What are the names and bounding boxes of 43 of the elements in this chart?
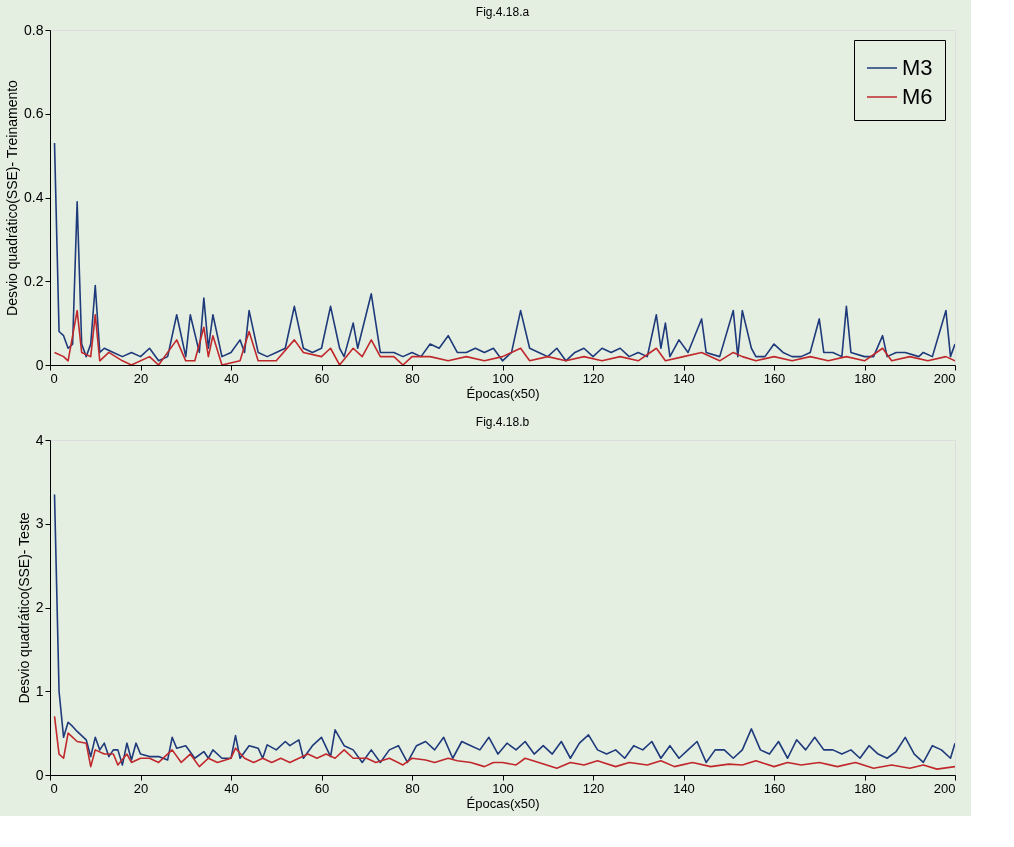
x-tick-label: 60 (314, 780, 330, 796)
x-tick-label: 40 (224, 370, 239, 386)
x-tick-label: 140 (673, 780, 695, 796)
x-tick-label: 20 (133, 370, 149, 386)
x-tick-label: 200 (933, 780, 956, 796)
x-tick-label: 80 (405, 370, 420, 386)
y-tick-label: 0.8 (24, 21, 44, 38)
x-tick-label: 0 (50, 370, 58, 386)
y-axis-title: Desvio quadrático(SSE)- Treinamento (4, 79, 21, 316)
y-tick-label: 1 (35, 682, 44, 699)
x-tick-label: 120 (582, 780, 605, 796)
x-tick-label: 120 (582, 370, 605, 386)
x-axis-title: Épocas(x50) (466, 795, 540, 811)
y-tick-label: 0.6 (24, 105, 44, 122)
chart-title: Fig.4.18.b (475, 415, 530, 429)
x-tick-label: 140 (673, 370, 695, 386)
x-axis-title: Épocas(x50) (466, 385, 540, 401)
y-tick-label: 0 (35, 356, 44, 373)
y-axis-title: Desvio quadrático(SSE)- Teste (15, 512, 32, 704)
y-tick-label: 3 (35, 515, 44, 532)
y-tick-label: 0.2 (24, 272, 44, 289)
line-series (53, 142, 955, 362)
x-tick-label: 200 (933, 370, 956, 386)
line-series (53, 493, 955, 766)
x-tick-label: 0 (50, 780, 58, 796)
y-tick-label: 4 (35, 431, 44, 448)
x-tick-label: 100 (492, 780, 514, 796)
legend-label: M3 (902, 55, 933, 80)
y-tick-label: 0 (35, 766, 44, 783)
y-tick-label: 2 (35, 599, 44, 615)
x-tick-label: 20 (133, 780, 149, 796)
line-series (53, 715, 955, 770)
chart-title: Fig.4.18.a (475, 5, 530, 19)
x-tick-label: 80 (405, 780, 420, 796)
x-tick-label: 40 (224, 780, 239, 796)
y-tick-label: 0.4 (24, 189, 44, 205)
x-tick-label: 60 (314, 370, 330, 386)
x-tick-label: 180 (854, 780, 876, 796)
x-tick-label: 160 (763, 780, 786, 796)
x-tick-label: 160 (763, 370, 786, 386)
x-tick-label: 180 (854, 370, 876, 386)
legend-label: M6 (902, 84, 933, 109)
x-tick-label: 100 (492, 370, 514, 386)
